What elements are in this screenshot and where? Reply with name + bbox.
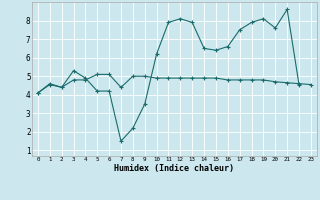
X-axis label: Humidex (Indice chaleur): Humidex (Indice chaleur) xyxy=(115,164,234,173)
